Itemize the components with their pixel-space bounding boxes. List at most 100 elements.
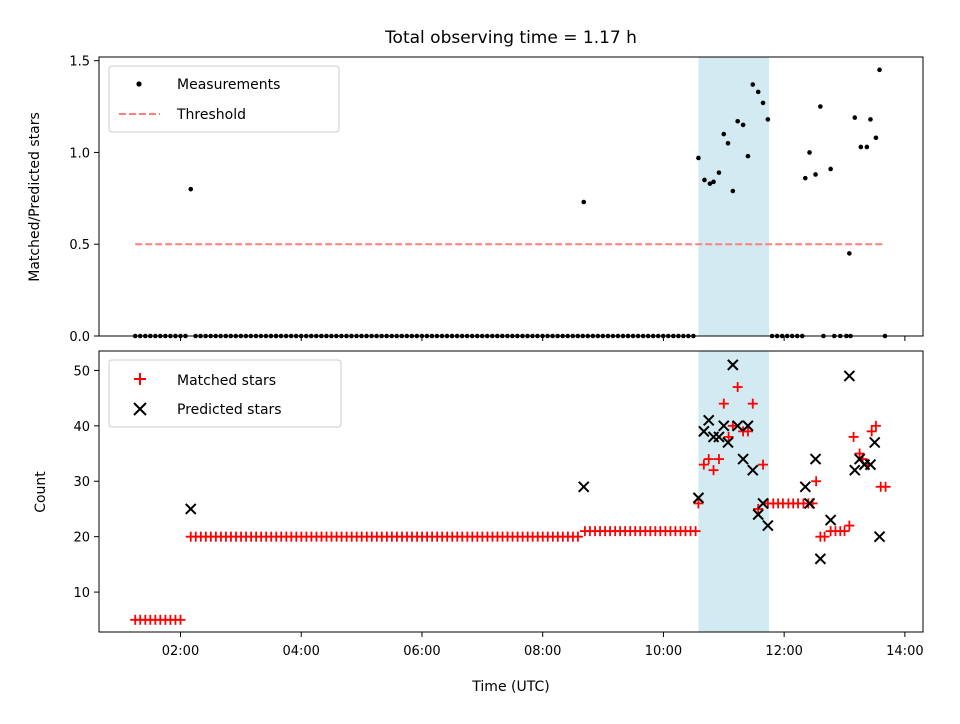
matched-stars-point <box>732 382 743 393</box>
legend-matched-marker <box>134 373 146 385</box>
measurement-point <box>868 117 873 122</box>
measurement-point <box>760 100 766 106</box>
matched-stars-point <box>844 520 855 531</box>
matched-stars-point <box>870 420 881 431</box>
bottom-y-axis-label: Count <box>33 471 49 513</box>
measurement-point <box>696 155 701 161</box>
predicted-stars-point <box>799 481 811 493</box>
bottom-observing-window <box>698 351 770 632</box>
predicted-stars-point <box>757 497 769 510</box>
predicted-stars-point <box>864 458 877 471</box>
predicted-stars-point <box>718 420 730 432</box>
predicted-stars-point-b <box>752 508 764 521</box>
measurement-point <box>818 104 823 109</box>
measurement-point <box>847 251 852 256</box>
matched-stars-point <box>713 454 724 465</box>
predicted-stars-point <box>747 464 759 476</box>
measurement-point <box>877 67 882 73</box>
legend-matched-label: Matched stars <box>177 373 276 389</box>
top-x-axis <box>179 336 906 341</box>
matched-stars-point <box>708 465 719 476</box>
measurement-point <box>750 82 756 87</box>
matched-stars-point <box>758 459 769 470</box>
predicted-stars-point <box>722 436 734 449</box>
predicted-stars-point-b <box>722 436 734 449</box>
predicted-stars-point-b <box>185 503 197 515</box>
measurement-point <box>721 131 727 137</box>
predicted-stars-point-b <box>814 553 827 565</box>
measurement-point <box>711 179 716 185</box>
matched-stars-point <box>572 531 583 542</box>
y-tick-label: 50 <box>73 364 90 379</box>
top-panel-frame <box>98 56 924 337</box>
x-tick-label: 10:00 <box>645 644 682 659</box>
bottom-panel: 10 20 30 40 50 02:00 04:00 06:00 08:00 10:00 12:0… <box>33 350 924 695</box>
bottom-legend: Matched stars Predicted stars <box>108 359 342 428</box>
predicted-stars-point-b <box>757 497 769 510</box>
legend-measurements-label: Measurements <box>177 77 280 93</box>
measurement-point <box>581 199 587 205</box>
legend-measurements-marker <box>136 81 142 87</box>
measurement-point <box>813 172 818 177</box>
predicted-stars-point <box>742 420 754 432</box>
predicted-stars-point <box>868 436 881 449</box>
x-tick-label: 02:00 <box>162 644 199 659</box>
matched-stars-point <box>727 420 738 431</box>
predicted-stars-point-b <box>873 530 886 543</box>
y-tick-label: 20 <box>73 531 90 546</box>
matched-stars-point <box>747 398 758 409</box>
x-tick-label: 12:00 <box>765 644 802 659</box>
predicted-stars-point <box>698 425 710 438</box>
y-tick-label: 1.5 <box>69 55 90 70</box>
predicted-stars-point-b <box>578 481 590 493</box>
predicted-stars-point <box>692 492 705 504</box>
predicted-stars-point <box>824 514 837 526</box>
bottom-panel-frame <box>98 350 924 633</box>
measurement-point <box>702 177 707 183</box>
predicted-stars-point-b <box>843 370 856 382</box>
matched-stars-point <box>819 531 830 542</box>
predicted-stars-point-b <box>742 420 754 432</box>
matched-stars-point <box>811 476 822 487</box>
measurement-point <box>765 117 771 122</box>
predicted-stars-point <box>713 431 725 443</box>
predicted-stars-point <box>702 414 715 426</box>
legend-predicted-marker <box>133 402 147 416</box>
measurement-point <box>745 153 751 159</box>
predicted-stars-point <box>803 497 816 510</box>
predicted-stars-point-b <box>799 481 811 493</box>
matched-stars-point <box>723 431 734 442</box>
measurement-point <box>730 188 736 194</box>
matched-stars-point <box>848 431 859 442</box>
predicted-stars-point-b <box>692 492 705 504</box>
predicted-stars-point <box>873 530 886 543</box>
predicted-stars-point-b <box>853 453 866 465</box>
top-plot-marks <box>132 67 888 339</box>
predicted-stars-point-b <box>849 464 861 476</box>
measurement-point <box>852 115 858 120</box>
bottom-y-axis: 10 20 30 40 50 <box>73 364 99 601</box>
y-tick-label: 10 <box>73 586 90 601</box>
predicted-stars-point-b <box>824 514 837 526</box>
y-tick-label: 1.0 <box>69 146 90 161</box>
matched-stars-point <box>175 614 186 625</box>
measurement-point <box>725 140 731 146</box>
measurement-point <box>828 166 833 172</box>
matched-stars-point <box>880 481 891 492</box>
predicted-stars-point-b <box>713 431 725 443</box>
top-panel: 0.0 0.5 1.0 1.5 Matched/Predicted stars Mea… <box>27 55 924 345</box>
x-tick-label: 08:00 <box>524 644 561 659</box>
measurement-point <box>807 150 812 155</box>
matched-stars-point <box>693 498 704 509</box>
matched-stars-point <box>866 426 877 437</box>
predicted-stars-point-b <box>737 453 749 465</box>
y-tick-label: 0.0 <box>69 330 90 345</box>
predicted-stars-point-b <box>803 497 816 510</box>
top-y-axis-label: Matched/Predicted stars <box>27 112 43 282</box>
x-axis-label: Time (UTC) <box>471 679 549 695</box>
predicted-stars-point <box>762 519 774 532</box>
predicted-stars-point-b <box>868 436 881 449</box>
top-legend: Measurements Threshold <box>108 65 340 133</box>
predicted-stars-point-b <box>809 453 822 465</box>
bottom-plot-marks <box>130 359 891 625</box>
